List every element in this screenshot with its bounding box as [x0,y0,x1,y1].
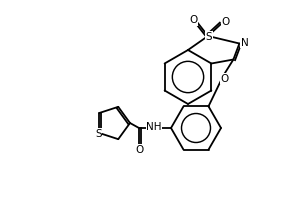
Text: O: O [222,17,230,27]
Text: O: O [135,145,143,155]
Text: S: S [95,129,102,139]
Text: N: N [241,38,248,47]
Text: O: O [189,15,197,25]
Text: S: S [206,32,212,42]
Text: O: O [220,73,229,84]
Text: NH: NH [146,122,162,132]
